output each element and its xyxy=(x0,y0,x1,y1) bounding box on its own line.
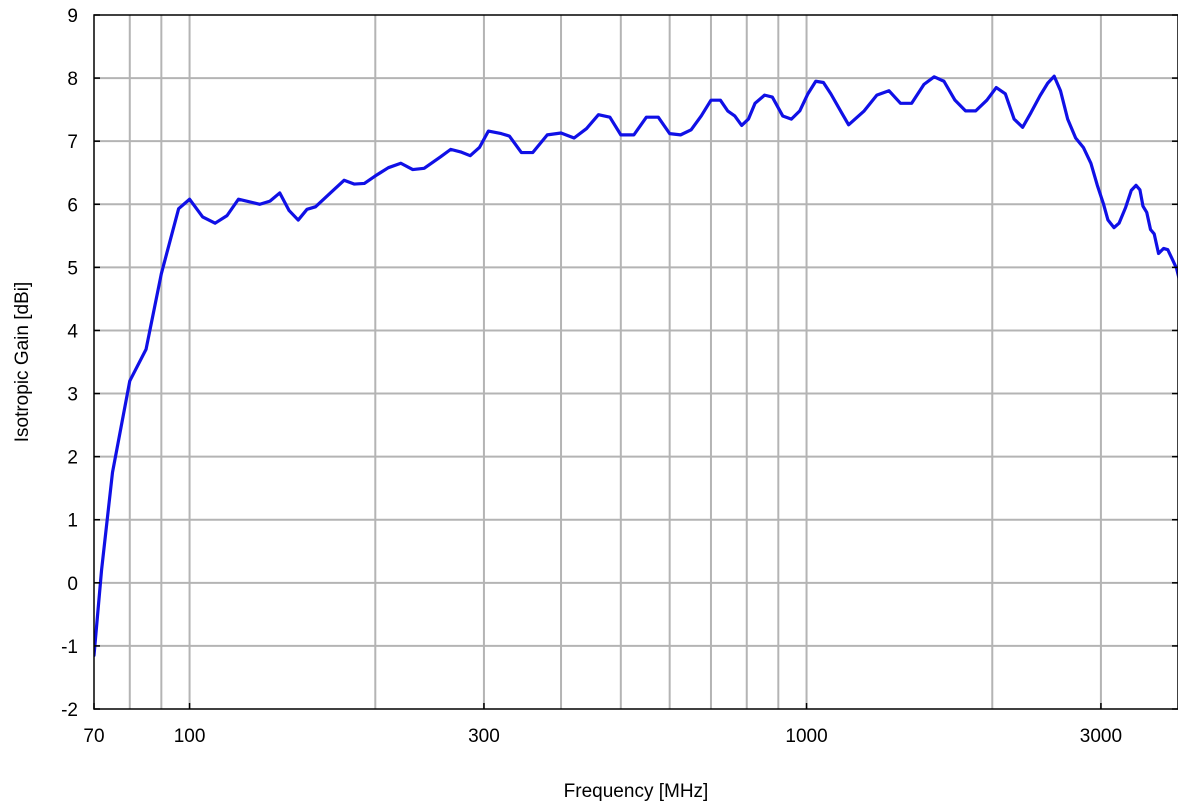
x-tick-label: 100 xyxy=(174,726,206,747)
y-tick-label: 0 xyxy=(67,574,78,595)
y-tick-label: 1 xyxy=(67,511,78,532)
y-tick-label: -1 xyxy=(61,637,78,658)
y-tick-label: 5 xyxy=(67,258,78,279)
plot-frame xyxy=(93,14,1178,710)
x-tick-label: 1000 xyxy=(785,726,827,747)
x-tick-label: 300 xyxy=(468,726,500,747)
y-tick-labels: -2 -1 0 1 2 3 4 5 6 7 8 9 xyxy=(61,6,1178,721)
gain-series-line xyxy=(94,74,1178,657)
grid-lines xyxy=(94,15,1178,709)
y-tick-label: 6 xyxy=(67,195,78,216)
x-tick-label: 70 xyxy=(83,726,104,747)
y-axis-title: Isotropic Gain [dBi] xyxy=(12,282,33,443)
y-tick-label: 8 xyxy=(67,69,78,90)
x-tick-label: 3000 xyxy=(1080,726,1122,747)
y-tick-label: 3 xyxy=(67,385,78,406)
series-layer xyxy=(94,74,1178,657)
y-tick-label: 4 xyxy=(67,321,78,342)
x-axis-title: Frequency [MHz] xyxy=(564,781,709,802)
x-tick-labels: 70 100 300 1000 3000 xyxy=(83,703,1122,747)
y-tick-label: 2 xyxy=(67,448,78,469)
y-tick-label: 7 xyxy=(67,132,78,153)
y-tick-label: -2 xyxy=(61,700,78,721)
y-tick-label: 9 xyxy=(67,6,78,27)
